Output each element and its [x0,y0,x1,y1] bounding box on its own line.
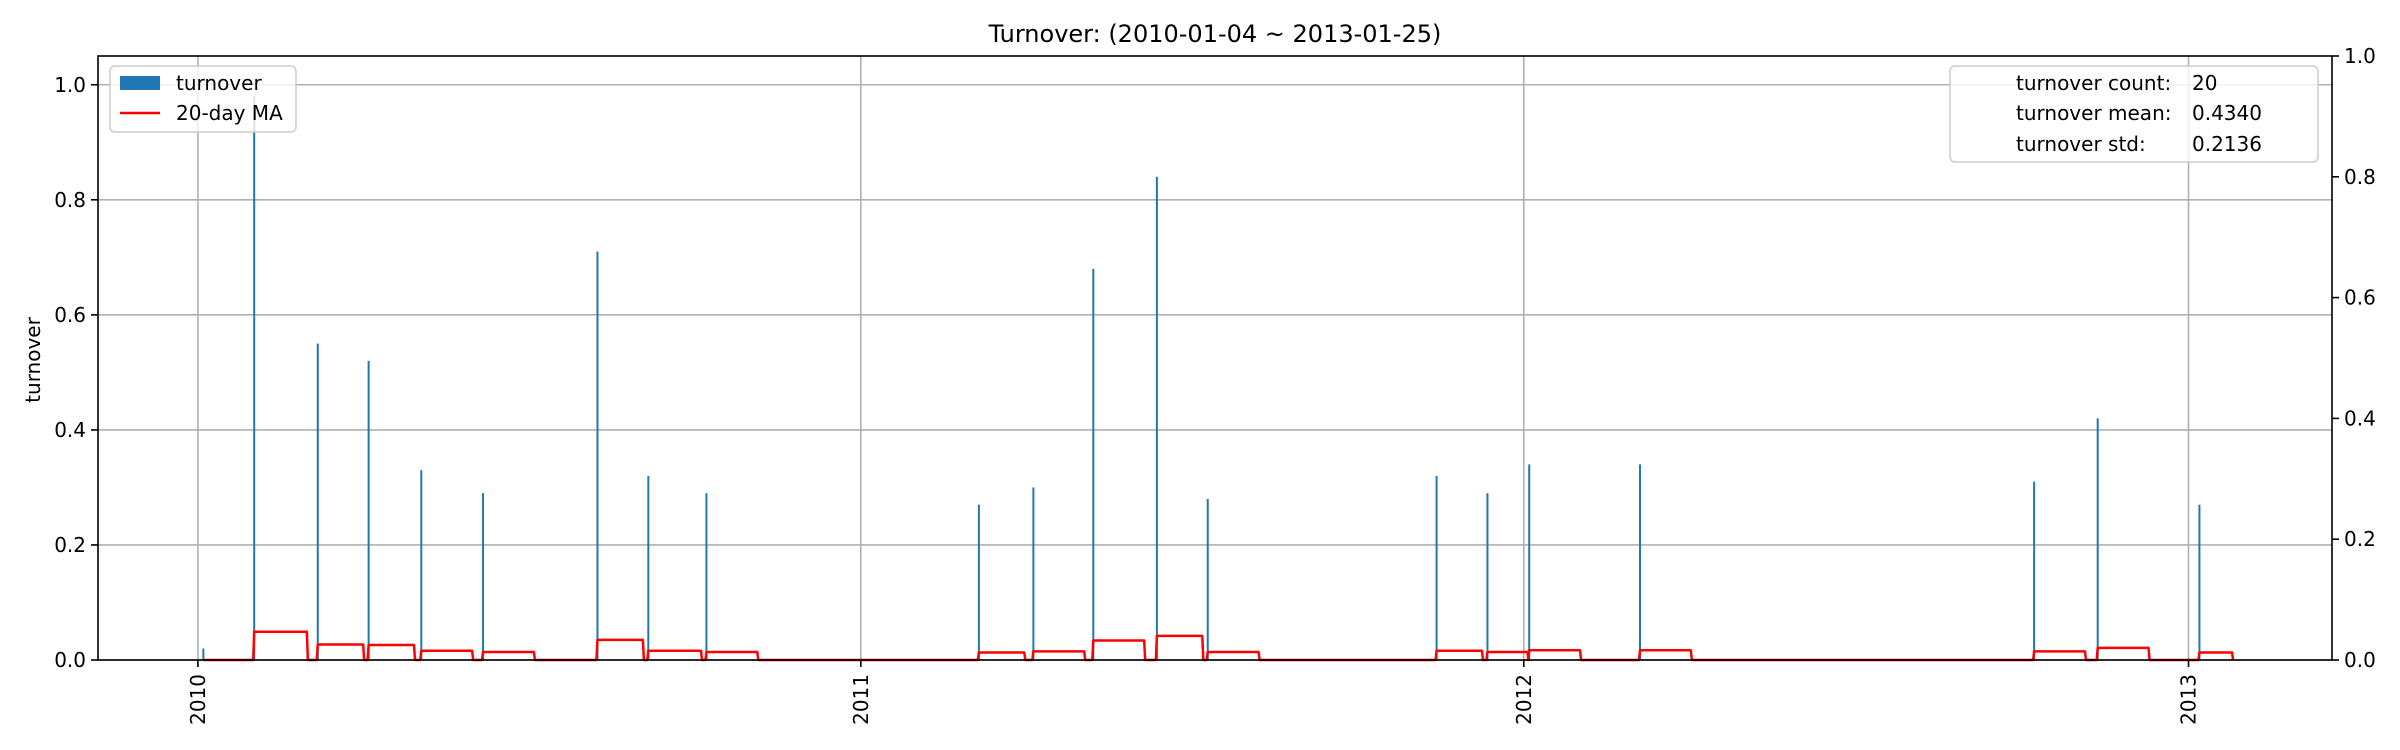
stats-std-value: 0.2136 [2192,132,2262,156]
turnover-bar [2033,481,2036,660]
x-tick-label: 2011 [849,674,873,725]
y-tick-label: 0.2 [54,533,86,557]
turnover-bar [316,343,319,660]
legend: turnover 20-day MA [109,65,297,133]
y-axis-label: turnover [21,316,45,402]
y-tick-label: 0.0 [54,648,86,672]
y-tick-label: 0.8 [54,188,86,212]
y2-axis-ticks: 0.0 0.2 0.4 0.6 0.8 1.0 [2332,44,2376,672]
y2-tick-label: 0.4 [2344,406,2376,430]
stats-count-value: 20 [2192,71,2217,95]
stats-box: turnover count: 20 turnover mean: 0.4340… [1949,65,2319,163]
stats-mean-label: turnover mean: [2016,101,2171,125]
legend-turnover-swatch [120,76,160,90]
plot-area-frame [97,55,2333,661]
stats-std-label: turnover std: [2016,132,2146,156]
turnover-bar [253,96,256,661]
turnover-bars [202,96,2201,661]
stats-count-label: turnover count: [2016,71,2171,95]
turnover-bar [2198,504,2201,660]
turnover-bar [596,251,599,661]
turnover-bar [1032,487,1035,660]
turnover-bar [420,470,423,660]
y2-tick-label: 0.6 [2344,286,2376,310]
turnover-bar [1528,464,1531,660]
x-tick-label: 2012 [1512,674,1536,725]
stats-box-frame [1949,65,2319,163]
y2-tick-label: 1.0 [2344,44,2376,68]
turnover-bar [705,493,708,660]
x-tick-label: 2010 [186,674,210,725]
turnover-bar [1435,475,1438,660]
y-axis-ticks: 0.0 0.2 0.4 0.6 0.8 1.0 [54,73,98,672]
chart-title: Turnover: (2010-01-04 ~ 2013-01-25) [988,20,1442,48]
turnover-bar [1092,268,1095,660]
turnover-bar [1155,176,1158,661]
turnover-bar [1639,464,1642,660]
turnover-bar [977,504,980,660]
turnover-bar [1486,493,1489,660]
turnover-bar [1206,498,1209,660]
y-tick-label: 0.6 [54,303,86,327]
turnover-bar [647,475,650,660]
turnover-bar [482,493,485,660]
turnover-bar [367,360,370,660]
stats-mean-value: 0.4340 [2192,101,2262,125]
y2-tick-label: 0.0 [2344,648,2376,672]
turnover-bar [202,648,205,660]
legend-ma-label: 20-day MA [176,101,283,125]
y2-tick-label: 0.8 [2344,165,2376,189]
y-tick-label: 1.0 [54,73,86,97]
y-tick-label: 0.4 [54,418,86,442]
x-tick-label: 2013 [2177,674,2201,725]
y2-tick-label: 0.2 [2344,527,2376,551]
x-axis-ticks: 2010 2011 2012 2013 [186,660,2201,725]
turnover-bar [2096,418,2099,660]
legend-turnover-label: turnover [176,71,262,95]
